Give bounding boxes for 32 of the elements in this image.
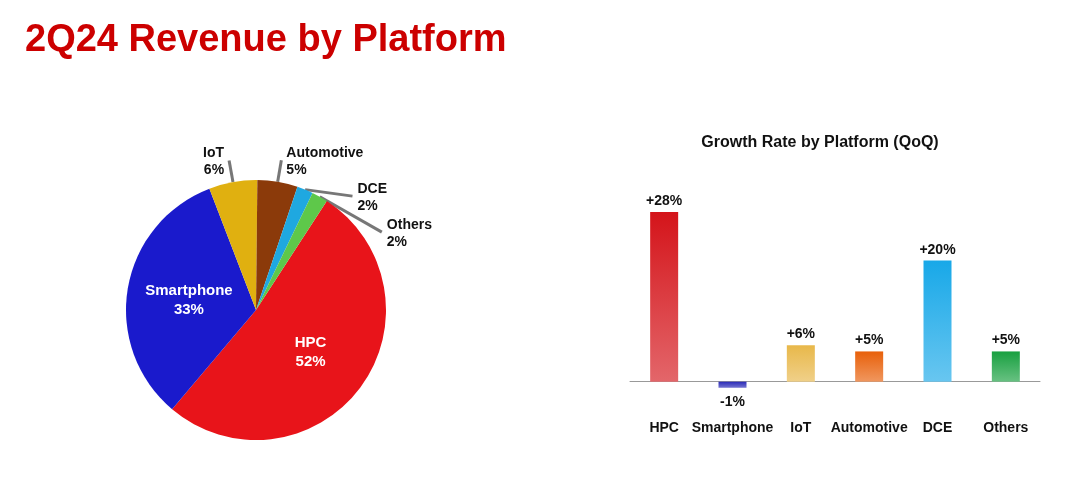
slice-label: IoT xyxy=(203,143,225,160)
x-tick-label: IoT xyxy=(790,419,812,435)
x-tick-label: HPC xyxy=(649,419,679,435)
data-label: 52% xyxy=(295,351,326,369)
x-tick-label: DCE xyxy=(922,419,953,435)
bar xyxy=(718,381,747,388)
bar xyxy=(786,345,815,382)
data-label: 2% xyxy=(357,196,379,213)
data-label: +20% xyxy=(919,240,957,257)
data-label: -1% xyxy=(720,392,746,409)
slice-label: Automotive xyxy=(286,143,364,160)
slice-label: DCE xyxy=(357,179,388,196)
slice-label: HPC xyxy=(294,332,327,350)
data-label: +5% xyxy=(854,331,884,348)
slice-label: Others xyxy=(386,215,433,232)
x-tick-label: Others xyxy=(983,419,1029,435)
chart-title: Growth Rate by Platform (QoQ) xyxy=(701,132,939,150)
x-tick-label: Smartphone xyxy=(691,419,774,435)
bar xyxy=(923,260,952,382)
data-label: +5% xyxy=(991,331,1021,348)
data-label: 33% xyxy=(173,299,204,317)
bar xyxy=(650,212,679,382)
chart-title: 2Q24 Revenue by Platform xyxy=(25,17,507,59)
bar xyxy=(991,351,1020,382)
data-label: 2% xyxy=(386,232,408,249)
x-tick-label: Automotive xyxy=(830,419,908,435)
data-label: +28% xyxy=(646,192,683,209)
slice-label: Smartphone xyxy=(145,280,233,298)
data-label: 6% xyxy=(203,160,225,177)
data-label: +6% xyxy=(786,325,816,342)
data-label: 5% xyxy=(286,160,308,177)
bar xyxy=(855,351,884,382)
